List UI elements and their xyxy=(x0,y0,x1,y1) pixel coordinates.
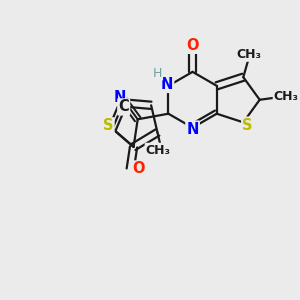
Text: O: O xyxy=(186,38,199,53)
Text: CH₃: CH₃ xyxy=(274,91,299,103)
Text: CH₃: CH₃ xyxy=(146,144,171,157)
Text: H: H xyxy=(153,67,163,80)
Text: O: O xyxy=(132,161,145,176)
Text: CH₃: CH₃ xyxy=(236,48,261,61)
Text: S: S xyxy=(103,118,113,133)
Text: N: N xyxy=(161,77,173,92)
Text: C: C xyxy=(118,99,129,114)
Text: S: S xyxy=(242,118,253,133)
Text: N: N xyxy=(113,90,126,105)
Text: N: N xyxy=(186,122,199,136)
